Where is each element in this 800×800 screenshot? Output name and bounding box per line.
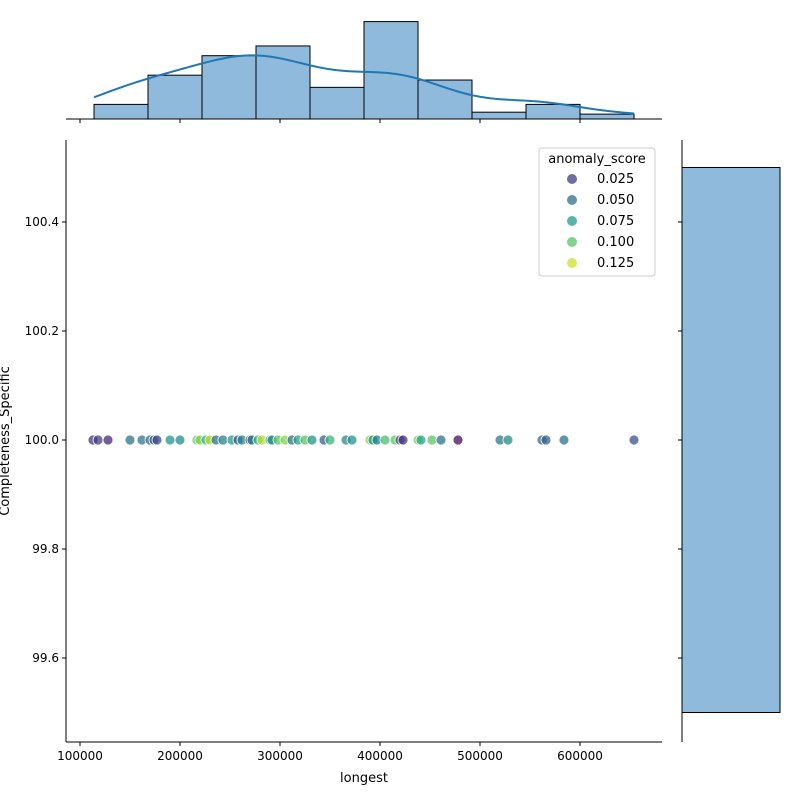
scatter-point <box>502 434 514 446</box>
scatter-point <box>628 434 640 446</box>
legend-marker <box>567 174 577 184</box>
scatter-point <box>452 434 464 446</box>
x-histogram-bar <box>417 79 473 120</box>
scatter-point <box>102 434 114 446</box>
x-histogram-bar <box>471 111 527 120</box>
x-tick-label: 400000 <box>357 749 403 763</box>
scatter-point <box>426 434 438 446</box>
scatter-point <box>324 434 336 446</box>
scatter-point <box>558 434 570 446</box>
legend-marker <box>567 195 577 205</box>
y-tick-label: 100.4 <box>25 215 59 229</box>
x-histogram-bar <box>579 113 635 120</box>
x-tick-label: 600000 <box>557 749 603 763</box>
scatter-point <box>174 434 186 446</box>
scatter-point <box>124 434 136 446</box>
scatter-point <box>217 434 229 446</box>
x-tick-label: 100000 <box>57 749 103 763</box>
scatter-point <box>306 434 318 446</box>
legend-marker <box>567 216 577 226</box>
legend-label: 0.100 <box>597 235 634 250</box>
scatter-point <box>379 434 391 446</box>
legend-title: anomaly_score <box>548 152 646 167</box>
scatter-point <box>435 434 447 446</box>
x-histogram-bar <box>309 86 365 120</box>
x-tick-label: 500000 <box>457 749 503 763</box>
x-histogram-bar <box>363 21 419 120</box>
x-tick-label: 200000 <box>157 749 203 763</box>
scatter-point <box>164 434 176 446</box>
legend-marker <box>567 258 577 268</box>
scatter-point <box>151 434 163 446</box>
x-histogram-bar <box>147 74 203 120</box>
kde-curve <box>93 54 635 115</box>
scatter-point <box>346 434 358 446</box>
y-axis-label: Completeness_Specific <box>0 366 13 516</box>
legend: anomaly_score 0.025 0.050 0.075 0.100 0.125 <box>538 147 656 277</box>
legend-marker <box>567 237 577 247</box>
legend-label: 0.025 <box>597 172 634 187</box>
x-tick-label: 300000 <box>257 749 303 763</box>
legend-label: 0.050 <box>597 193 634 208</box>
y-tick-label: 99.8 <box>32 542 59 556</box>
x-histogram-bar <box>201 55 257 120</box>
y-tick-label: 100.0 <box>25 433 59 447</box>
scatter-point <box>92 434 104 446</box>
legend-label: 0.125 <box>597 256 634 271</box>
y-tick-label: 100.2 <box>25 324 59 338</box>
y-tick-label: 99.6 <box>32 651 59 665</box>
x-histogram-bar <box>93 103 149 120</box>
scatter-point <box>540 434 552 446</box>
y-histogram-bar <box>681 167 781 713</box>
scatter-point <box>415 434 427 446</box>
x-axis-label: longest <box>340 771 388 786</box>
scatter-point <box>397 434 409 446</box>
legend-label: 0.075 <box>597 214 634 229</box>
